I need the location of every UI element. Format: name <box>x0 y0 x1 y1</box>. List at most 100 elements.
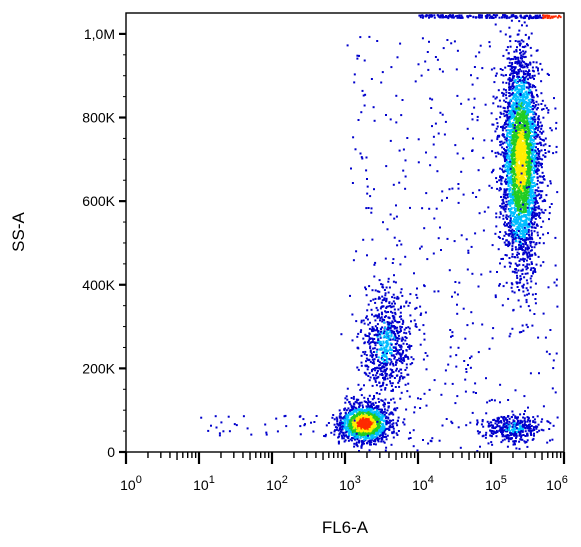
data-point <box>387 338 390 341</box>
data-point <box>382 411 385 414</box>
data-point <box>521 133 524 136</box>
data-point <box>377 331 380 334</box>
data-point <box>366 424 369 427</box>
data-point <box>375 356 378 358</box>
data-point <box>382 403 385 406</box>
data-point <box>507 176 509 179</box>
data-point <box>408 327 411 330</box>
data-point <box>519 236 522 238</box>
data-point <box>497 134 499 137</box>
data-point <box>409 293 412 296</box>
data-point <box>393 308 396 311</box>
data-point <box>507 165 510 168</box>
data-point <box>547 74 550 76</box>
data-point <box>499 211 502 214</box>
data-point <box>381 374 384 376</box>
data-point <box>533 115 536 118</box>
data-point <box>529 157 532 160</box>
data-point <box>514 195 516 198</box>
data-point <box>528 166 531 169</box>
data-point <box>534 104 537 106</box>
data-point <box>369 407 372 410</box>
data-point <box>397 430 400 432</box>
data-point <box>511 113 513 116</box>
data-point <box>523 176 526 179</box>
data-point <box>532 267 535 269</box>
data-point <box>399 346 402 348</box>
data-point <box>512 58 515 61</box>
data-point <box>512 211 515 214</box>
data-point <box>505 97 508 100</box>
data-point <box>534 206 536 209</box>
data-point <box>518 234 521 237</box>
data-point <box>357 430 360 433</box>
data-point <box>383 321 386 324</box>
data-point <box>396 329 399 332</box>
data-point <box>530 156 533 159</box>
data-point <box>520 120 523 122</box>
data-point <box>523 138 526 141</box>
data-point <box>374 325 377 328</box>
data-point <box>340 333 343 336</box>
data-point <box>538 155 541 158</box>
data-point <box>370 413 373 416</box>
data-point <box>508 169 511 171</box>
data-point <box>524 107 526 110</box>
data-point <box>383 415 386 418</box>
data-point <box>350 404 353 407</box>
data-point <box>390 443 393 446</box>
data-point <box>381 320 384 323</box>
data-point <box>385 421 388 424</box>
data-point <box>506 115 509 118</box>
data-point <box>392 305 395 308</box>
data-point <box>534 134 537 137</box>
data-point <box>537 154 540 157</box>
data-point <box>523 173 526 176</box>
data-point <box>509 116 512 119</box>
data-point <box>524 243 527 246</box>
data-point <box>526 157 529 160</box>
data-point <box>535 242 538 244</box>
data-point <box>502 193 505 196</box>
data-point <box>360 446 363 449</box>
data-point <box>341 428 344 431</box>
data-point <box>541 190 544 193</box>
data-point <box>496 138 499 141</box>
data-point <box>357 383 360 386</box>
data-point <box>377 375 380 378</box>
data-point <box>519 68 522 71</box>
data-point <box>389 324 391 327</box>
data-point <box>402 342 405 345</box>
data-point <box>380 440 383 443</box>
data-point <box>392 362 394 365</box>
data-point <box>353 426 356 429</box>
data-point <box>506 193 509 196</box>
data-point <box>507 163 510 166</box>
data-point <box>533 223 536 226</box>
data-point <box>513 183 516 186</box>
data-point <box>495 127 498 130</box>
data-point <box>526 192 529 194</box>
data-point <box>534 161 537 164</box>
data-point <box>520 244 522 247</box>
data-point <box>533 106 536 109</box>
data-point <box>533 184 536 187</box>
data-point <box>529 194 532 197</box>
data-point <box>518 62 521 65</box>
data-point <box>379 411 382 413</box>
data-point <box>387 422 390 425</box>
data-point <box>387 427 390 430</box>
data-point <box>393 296 396 299</box>
data-point <box>355 423 358 426</box>
data-point <box>348 410 351 413</box>
data-point <box>358 406 361 408</box>
data-point <box>389 382 392 385</box>
data-point <box>510 207 513 210</box>
data-point <box>405 366 408 369</box>
data-point <box>339 419 342 422</box>
data-point <box>531 207 534 210</box>
data-point <box>367 399 370 402</box>
data-point <box>405 343 408 346</box>
data-point <box>352 395 355 398</box>
data-point <box>514 125 517 128</box>
